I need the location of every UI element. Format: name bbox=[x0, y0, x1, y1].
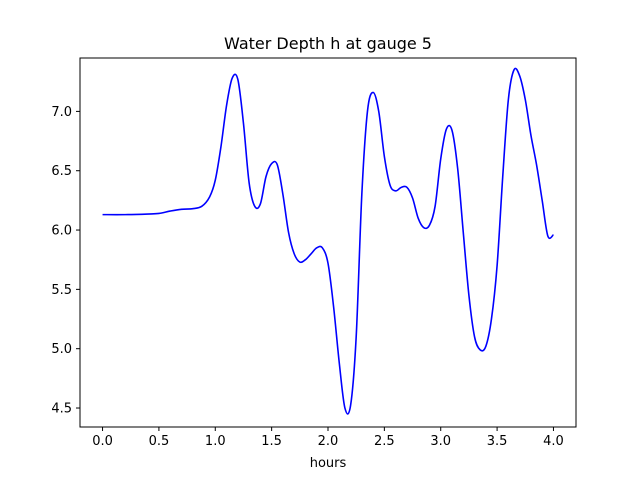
x-tick-label: 2.5 bbox=[374, 434, 395, 449]
x-tick-label: 2.0 bbox=[318, 434, 339, 449]
x-tick-label: 1.5 bbox=[261, 434, 282, 449]
y-tick-label: 4.5 bbox=[51, 402, 72, 417]
y-tick-label: 5.0 bbox=[51, 342, 72, 357]
x-tick-label: 0.5 bbox=[149, 434, 170, 449]
y-tick-label: 5.5 bbox=[51, 283, 72, 298]
y-tick-label: 6.5 bbox=[51, 164, 72, 179]
y-tick-label: 7.0 bbox=[51, 105, 72, 120]
x-tick-label: 0.0 bbox=[92, 434, 113, 449]
x-axis-label: hours bbox=[310, 456, 347, 471]
x-tick-label: 3.0 bbox=[430, 434, 451, 449]
x-tick-label: 4.0 bbox=[543, 434, 564, 449]
x-tick-label: 1.0 bbox=[205, 434, 226, 449]
x-tick-label: 3.5 bbox=[487, 434, 508, 449]
y-tick-label: 6.0 bbox=[51, 224, 72, 239]
chart-title: Water Depth h at gauge 5 bbox=[224, 34, 432, 53]
